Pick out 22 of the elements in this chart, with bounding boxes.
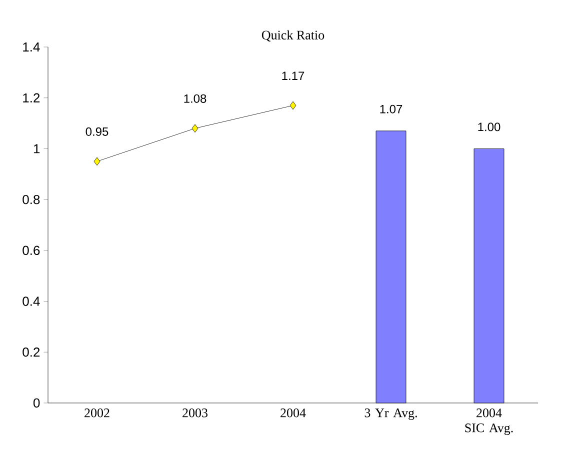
y-tick-label: 1.4 [23, 42, 40, 52]
y-tick-label: 0.8 [22, 194, 40, 204]
point [192, 124, 198, 133]
point [94, 157, 100, 166]
x-tick-label: 2003 [182, 408, 208, 418]
y-tick-label: 0.4 [22, 296, 40, 306]
y-tick-label: 0.2 [22, 348, 40, 357]
x-tick-label: 3 Yr Avg. [364, 408, 417, 420]
y-tick-label: 0 [33, 398, 40, 408]
x-tick-label: 2004 [280, 408, 306, 418]
chart-title: Quick Ratio [262, 30, 324, 42]
x-tick-label: 2004 SIC Avg. [465, 408, 513, 435]
y-tick-label: 1.2 [23, 93, 40, 102]
y-tick-label: 0.6 [22, 246, 40, 256]
data-label: 0.95 [86, 127, 108, 136]
data-label: 1.17 [282, 72, 304, 80]
y-tick-label: 1 [34, 144, 40, 154]
x-tick-label: 2002 [84, 408, 110, 418]
data-label: 1.00 [478, 122, 500, 132]
data-label: 1.08 [184, 94, 206, 103]
point [290, 101, 296, 110]
data-label: 1.07 [380, 104, 402, 114]
